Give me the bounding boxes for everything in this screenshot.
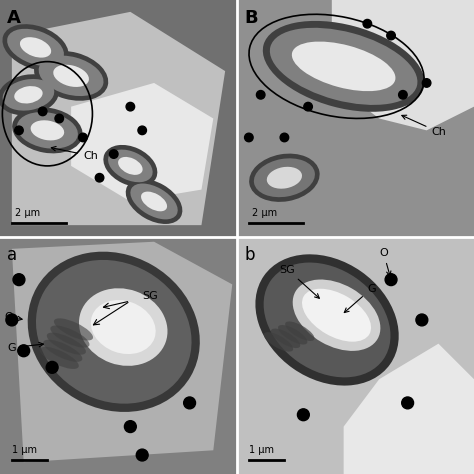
- Polygon shape: [332, 0, 474, 130]
- Circle shape: [109, 150, 118, 158]
- Ellipse shape: [17, 112, 78, 149]
- Circle shape: [401, 397, 413, 409]
- Ellipse shape: [126, 179, 182, 224]
- Ellipse shape: [0, 74, 59, 115]
- Circle shape: [15, 126, 23, 135]
- Circle shape: [38, 107, 47, 116]
- Text: G: G: [344, 283, 376, 312]
- Polygon shape: [344, 344, 474, 474]
- Ellipse shape: [2, 24, 69, 71]
- Ellipse shape: [43, 340, 82, 362]
- Ellipse shape: [263, 21, 425, 112]
- Ellipse shape: [12, 107, 82, 154]
- Circle shape: [280, 133, 289, 142]
- Circle shape: [136, 449, 148, 461]
- Circle shape: [18, 345, 29, 356]
- Polygon shape: [237, 0, 474, 237]
- Ellipse shape: [108, 150, 153, 182]
- Ellipse shape: [39, 55, 103, 96]
- Circle shape: [256, 91, 265, 99]
- Polygon shape: [237, 237, 474, 474]
- Circle shape: [387, 31, 395, 40]
- Ellipse shape: [293, 280, 380, 351]
- Ellipse shape: [34, 51, 108, 101]
- Circle shape: [183, 397, 196, 409]
- Polygon shape: [0, 237, 237, 474]
- Ellipse shape: [255, 255, 399, 385]
- Ellipse shape: [20, 37, 51, 58]
- Text: Ch: Ch: [51, 146, 98, 161]
- Ellipse shape: [292, 42, 395, 91]
- Circle shape: [385, 274, 397, 285]
- Ellipse shape: [54, 319, 93, 340]
- Ellipse shape: [271, 328, 300, 348]
- Ellipse shape: [27, 252, 200, 412]
- Circle shape: [304, 102, 312, 111]
- Circle shape: [422, 79, 431, 87]
- Circle shape: [416, 314, 428, 326]
- Circle shape: [245, 133, 253, 142]
- Circle shape: [363, 19, 372, 28]
- Polygon shape: [12, 12, 225, 225]
- Text: B: B: [244, 9, 258, 27]
- Circle shape: [6, 314, 18, 326]
- Ellipse shape: [264, 263, 391, 377]
- Polygon shape: [71, 83, 213, 201]
- Ellipse shape: [285, 321, 314, 341]
- Text: G: G: [7, 342, 44, 353]
- Circle shape: [297, 409, 309, 421]
- Ellipse shape: [31, 120, 64, 140]
- Circle shape: [124, 421, 137, 432]
- Text: Ch: Ch: [402, 115, 446, 137]
- Circle shape: [95, 173, 104, 182]
- Ellipse shape: [14, 86, 43, 103]
- FancyBboxPatch shape: [0, 0, 308, 308]
- Ellipse shape: [36, 260, 191, 404]
- Circle shape: [13, 274, 25, 285]
- Ellipse shape: [3, 79, 54, 110]
- Text: 2 μm: 2 μm: [15, 208, 41, 218]
- Ellipse shape: [249, 154, 319, 202]
- Text: b: b: [244, 246, 255, 264]
- Circle shape: [399, 91, 407, 99]
- Ellipse shape: [47, 333, 86, 355]
- Ellipse shape: [79, 288, 167, 366]
- Text: O: O: [379, 248, 391, 276]
- Ellipse shape: [118, 157, 143, 175]
- Ellipse shape: [7, 29, 64, 66]
- Ellipse shape: [302, 289, 371, 342]
- Ellipse shape: [264, 332, 293, 352]
- Text: 1 μm: 1 μm: [249, 445, 274, 455]
- Circle shape: [126, 102, 135, 111]
- Text: 1 μm: 1 μm: [12, 445, 37, 455]
- Text: A: A: [7, 9, 21, 27]
- Ellipse shape: [103, 145, 157, 187]
- Ellipse shape: [278, 325, 307, 345]
- Text: O: O: [5, 312, 22, 322]
- Text: 2 μm: 2 μm: [252, 208, 278, 218]
- Ellipse shape: [141, 191, 167, 211]
- Ellipse shape: [53, 65, 89, 87]
- Ellipse shape: [130, 183, 178, 219]
- Ellipse shape: [267, 167, 302, 189]
- Ellipse shape: [50, 326, 90, 347]
- Text: SG: SG: [142, 291, 158, 301]
- Circle shape: [138, 126, 146, 135]
- Ellipse shape: [254, 158, 315, 197]
- Text: SG: SG: [280, 264, 319, 298]
- Text: a: a: [7, 246, 17, 264]
- Ellipse shape: [91, 300, 155, 354]
- Circle shape: [55, 114, 64, 123]
- Circle shape: [79, 133, 87, 142]
- Circle shape: [46, 361, 58, 374]
- Ellipse shape: [40, 347, 79, 369]
- Polygon shape: [12, 242, 232, 462]
- Ellipse shape: [270, 28, 418, 105]
